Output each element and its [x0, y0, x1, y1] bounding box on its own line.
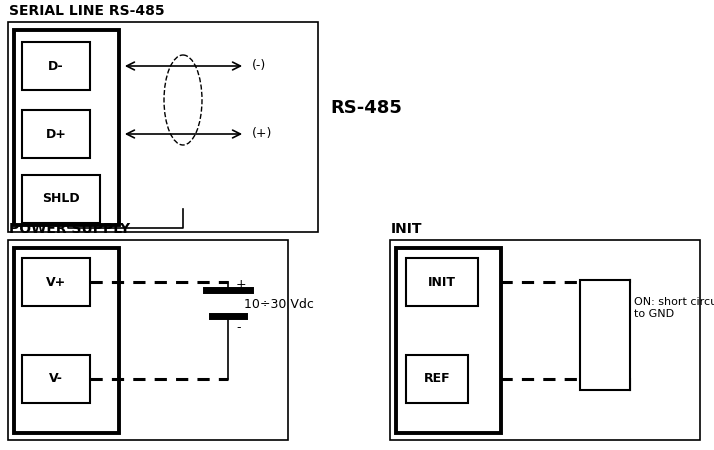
Bar — [22, 258, 90, 306]
Text: POWER SUPPLY: POWER SUPPLY — [9, 222, 130, 236]
Text: INIT: INIT — [428, 275, 456, 288]
Text: -: - — [236, 321, 241, 334]
Text: SHLD: SHLD — [42, 193, 80, 206]
Text: RS-485: RS-485 — [330, 99, 402, 117]
Bar — [8, 240, 288, 440]
Bar — [406, 355, 468, 403]
Bar — [22, 355, 90, 403]
Bar — [406, 258, 478, 306]
Bar — [396, 248, 501, 433]
Text: V+: V+ — [46, 275, 66, 288]
Text: +: + — [236, 278, 246, 291]
Text: (+): (+) — [252, 127, 272, 140]
Bar — [14, 248, 119, 433]
Text: (-): (-) — [252, 59, 266, 72]
Bar — [22, 110, 90, 158]
Text: D-: D- — [48, 59, 64, 72]
Bar — [14, 30, 119, 225]
Bar — [390, 240, 700, 440]
Text: REF: REF — [423, 373, 451, 386]
Text: INIT: INIT — [391, 222, 423, 236]
Text: 10÷30 Vdc: 10÷30 Vdc — [244, 298, 314, 311]
Bar — [580, 280, 630, 390]
Bar — [22, 175, 100, 223]
Text: ON: short circuit
to GND: ON: short circuit to GND — [634, 297, 714, 319]
Text: V-: V- — [49, 373, 63, 386]
Bar — [22, 42, 90, 90]
Bar — [8, 22, 318, 232]
Text: SERIAL LINE RS-485: SERIAL LINE RS-485 — [9, 4, 165, 18]
Text: D+: D+ — [46, 127, 66, 140]
